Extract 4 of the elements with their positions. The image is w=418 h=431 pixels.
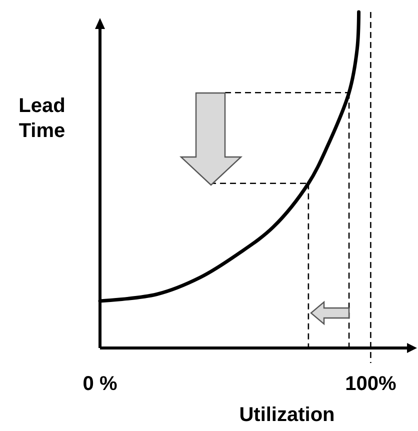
y-axis-title: Lead Time <box>18 95 66 142</box>
x-tick-label: 100% <box>345 373 396 395</box>
x-tick-label: 0 % <box>82 373 118 395</box>
x-axis-title: Utilization <box>239 404 335 426</box>
